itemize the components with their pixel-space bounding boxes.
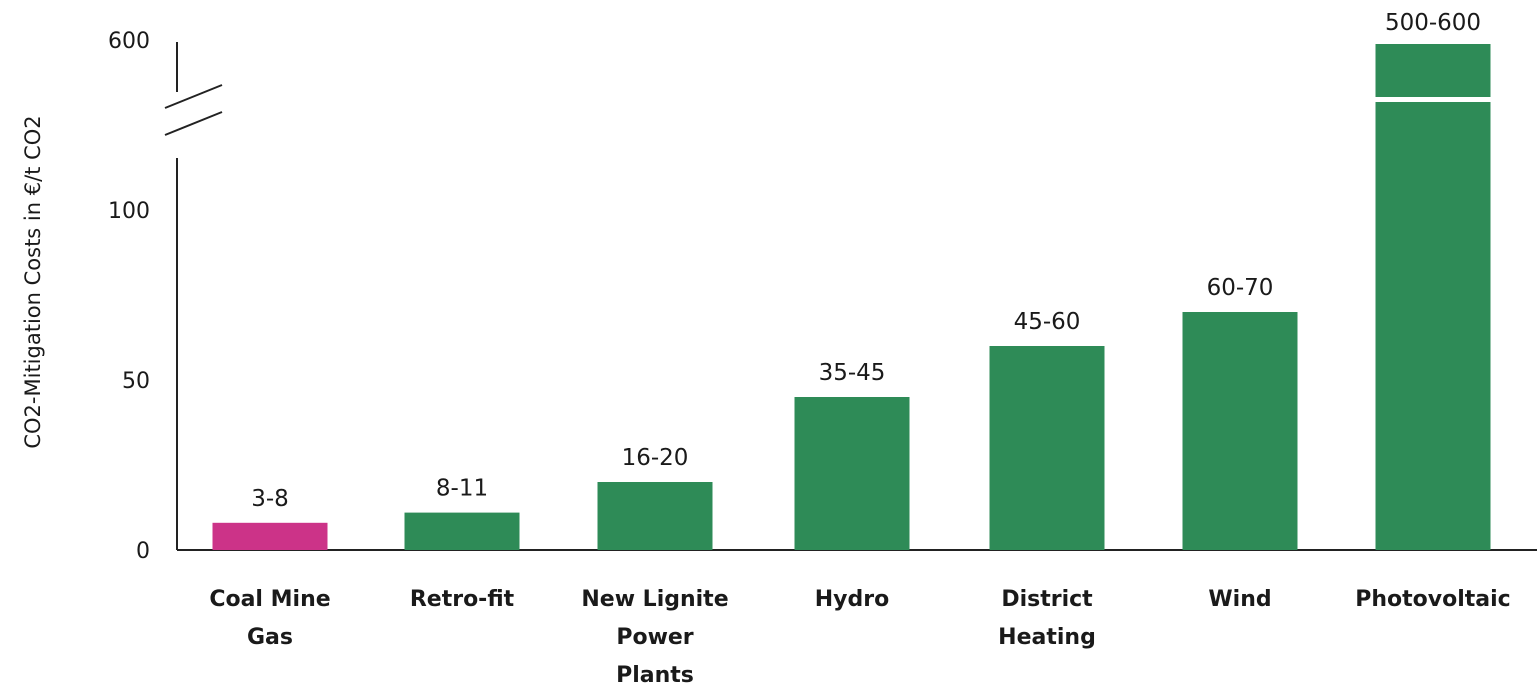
category-label: Hydro <box>815 587 889 612</box>
category-label: District Heating <box>998 587 1096 650</box>
bar-range-label: 8-11 <box>436 476 488 502</box>
category-label-line: Coal Mine <box>209 587 330 612</box>
category-label-line: Photovoltaic <box>1355 587 1510 612</box>
category-label-line: Heating <box>998 625 1096 650</box>
bar-range-label: 60-70 <box>1207 275 1274 301</box>
bar-range-label: 45-60 <box>1014 309 1081 335</box>
y-axis-break-mark <box>164 84 223 109</box>
y-axis-label: CO2-Mitigation Costs in €/t CO2 <box>21 115 45 448</box>
y-tick-label: 600 <box>108 29 150 54</box>
bar <box>404 512 520 550</box>
y-tick-label: 100 <box>108 199 150 224</box>
category-label-line: Retro-fit <box>410 587 515 612</box>
range-labels: 3-8 8-11 16-20 35-45 45-60 60-70 500-600 <box>251 10 1481 512</box>
bar-range-label: 16-20 <box>622 445 689 471</box>
category-label: Retro-fit <box>410 587 515 612</box>
category-label-line: Wind <box>1208 587 1271 612</box>
y-ticks: 0 50 100 600 <box>108 29 150 564</box>
y-tick-label: 50 <box>122 369 150 394</box>
y-axis-break-mark <box>164 111 223 136</box>
bar <box>597 482 713 550</box>
category-labels: Coal Mine Gas Retro-fit New Lignite Power Pla… <box>209 587 1510 688</box>
bar <box>1182 312 1298 550</box>
category-label-line: Plants <box>616 663 694 688</box>
bar <box>212 522 328 550</box>
bar <box>1375 44 1491 550</box>
bars <box>212 44 1492 550</box>
bar-range-label: 500-600 <box>1385 10 1481 36</box>
category-label: New Lignite Power Plants <box>581 587 728 688</box>
bar-break-gap <box>1374 97 1492 102</box>
y-tick-label: 0 <box>136 539 150 564</box>
category-label: Coal Mine Gas <box>209 587 330 650</box>
bar <box>989 346 1105 550</box>
category-label-line: District <box>1001 587 1093 612</box>
category-label: Wind <box>1208 587 1271 612</box>
bar-range-label: 35-45 <box>819 360 886 386</box>
category-label: Photovoltaic <box>1355 587 1510 612</box>
bar-range-label: 3-8 <box>251 486 289 512</box>
category-label-line: Power <box>616 625 693 650</box>
category-label-line: New Lignite <box>581 587 728 612</box>
category-label-line: Hydro <box>815 587 889 612</box>
category-label-line: Gas <box>247 625 293 650</box>
bar <box>794 397 910 550</box>
